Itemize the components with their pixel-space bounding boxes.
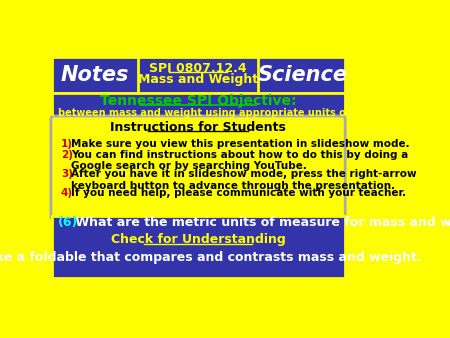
Text: Instructions for Students: Instructions for Students <box>110 121 286 135</box>
Text: 3): 3) <box>61 169 73 179</box>
Text: Check for Understanding: Check for Understanding <box>111 234 285 246</box>
Text: 4): 4) <box>61 188 73 198</box>
Bar <box>52 93 345 119</box>
Text: What are the metric units of measure for mass and weight?: What are the metric units of measure for… <box>72 216 450 229</box>
Bar <box>52 216 345 279</box>
Text: You can find instructions about how to do this by doing a
Google search or by se: You can find instructions about how to d… <box>72 150 409 171</box>
Text: 2): 2) <box>61 150 73 160</box>
Text: If you need help, please communicate with your teacher.: If you need help, please communicate wit… <box>72 188 407 198</box>
Text: Mass and Weight: Mass and Weight <box>138 73 258 86</box>
Text: (6): (6) <box>58 216 79 229</box>
Text: Make sure you view this presentation in slideshow mode.: Make sure you view this presentation in … <box>72 139 410 149</box>
Text: Science: Science <box>258 65 348 85</box>
Text: Notes: Notes <box>60 65 129 85</box>
Text: SPI 0807.12.4: SPI 0807.12.4 <box>149 62 247 75</box>
Text: 1): 1) <box>61 139 73 149</box>
Text: After you have it in slideshow mode, press the right-arrow
keyboard button to ad: After you have it in slideshow mode, pre… <box>72 169 417 191</box>
FancyBboxPatch shape <box>51 116 345 219</box>
Text: Distinguish between mass and weight using appropriate units of measure.: Distinguish between mass and weight usin… <box>0 108 404 118</box>
Text: Make a foldable that compares and contrasts mass and weight.: Make a foldable that compares and contra… <box>0 251 421 264</box>
Bar <box>52 57 345 93</box>
Text: Tennessee SPI Objective:: Tennessee SPI Objective: <box>100 94 296 108</box>
